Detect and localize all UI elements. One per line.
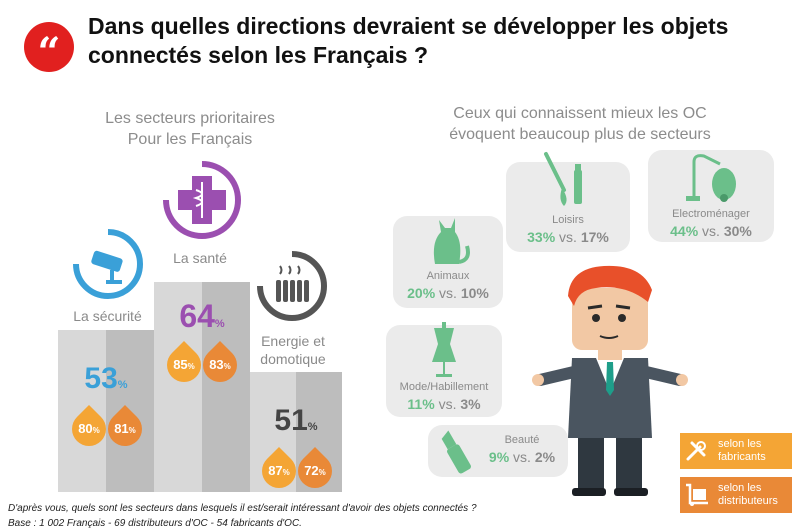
page-title: Dans quelles directions devraient se dév…	[88, 13, 729, 68]
tools-icon	[686, 441, 706, 461]
label-sante: La santé	[173, 250, 227, 266]
trolley-icon	[686, 483, 708, 506]
value-sante-distributeurs: 83%	[209, 357, 231, 372]
value-energie-fabricants: 87%	[268, 463, 290, 478]
value-securite-distributeurs: 81%	[114, 421, 136, 436]
value-animaux: 20% vs. 10%	[407, 285, 489, 301]
radiator-icon	[257, 251, 327, 321]
value-electromenager: 44% vs. 30%	[670, 223, 752, 239]
value-sante: 64%	[179, 298, 225, 334]
vacuum-icon	[686, 154, 736, 202]
security-camera-icon	[73, 229, 143, 299]
left-section-title: Les secteurs prioritaires Pour les Franç…	[105, 110, 275, 148]
label-energie: Energie et domotique	[260, 333, 326, 367]
value-loisirs: 33% vs. 17%	[527, 229, 609, 245]
footer-base: Base : 1 002 Français - 69 distributeurs…	[8, 518, 302, 529]
legend-fabricants: selon les fabricants	[680, 433, 792, 469]
podium-sante-left	[154, 282, 202, 492]
legend-distributeurs: selon les distributeurs	[680, 477, 792, 513]
businessman-illustration	[532, 265, 688, 496]
bubble-loisirs	[506, 162, 630, 252]
paintbrush-icon	[544, 152, 582, 206]
mannequin-icon	[432, 322, 456, 377]
value-energie-distributeurs: 72%	[304, 463, 326, 478]
medical-cross-icon	[163, 161, 241, 239]
label-beaute: Beauté	[504, 434, 540, 446]
cat-icon	[433, 218, 470, 264]
bubble-electromenager	[648, 150, 774, 242]
footer-question: D'après vous, quels sont les secteurs da…	[8, 503, 477, 514]
podium-sante-right	[202, 282, 250, 492]
value-mode: 11% vs. 3%	[407, 396, 481, 412]
label-mode: Mode/Habillement	[399, 381, 489, 393]
label-animaux: Animaux	[426, 270, 470, 282]
value-energie: 51%	[274, 404, 318, 437]
value-securite-fabricants: 80%	[78, 421, 100, 436]
right-section-title: Ceux qui connaissent mieux les OC évoque…	[449, 105, 711, 143]
value-beaute: 9% vs. 2%	[488, 449, 556, 465]
quote-icon: “	[24, 22, 74, 76]
label-electromenager: Electroménager	[672, 208, 750, 220]
value-sante-fabricants: 85%	[173, 357, 195, 372]
value-securite: 53%	[84, 362, 128, 395]
label-securite: La sécurité	[73, 308, 142, 324]
lipstick-icon	[441, 430, 471, 474]
label-loisirs: Loisirs	[552, 214, 584, 226]
